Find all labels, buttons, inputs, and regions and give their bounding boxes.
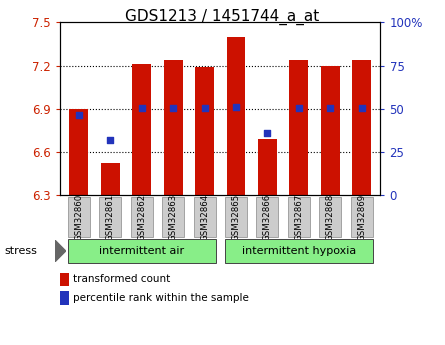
Bar — [101, 163, 120, 195]
FancyBboxPatch shape — [194, 197, 215, 237]
Bar — [321, 66, 340, 195]
Point — [138, 105, 146, 111]
Point — [264, 130, 271, 136]
Text: GSM32864: GSM32864 — [200, 194, 209, 241]
FancyBboxPatch shape — [288, 197, 310, 237]
Bar — [289, 60, 308, 195]
FancyBboxPatch shape — [351, 197, 372, 237]
FancyBboxPatch shape — [256, 197, 279, 237]
FancyBboxPatch shape — [99, 197, 121, 237]
Bar — [195, 67, 214, 195]
Text: stress: stress — [4, 246, 37, 256]
Text: intermittent hypoxia: intermittent hypoxia — [242, 246, 356, 256]
Point — [107, 138, 114, 143]
Bar — [164, 60, 182, 195]
Point — [75, 112, 82, 118]
Polygon shape — [55, 240, 66, 262]
FancyBboxPatch shape — [319, 197, 341, 237]
Bar — [352, 60, 371, 195]
Text: GDS1213 / 1451744_a_at: GDS1213 / 1451744_a_at — [125, 9, 320, 25]
Point — [327, 105, 334, 111]
Text: GSM32868: GSM32868 — [326, 194, 335, 241]
Text: GSM32860: GSM32860 — [74, 194, 83, 241]
Point — [232, 104, 239, 109]
Text: GSM32861: GSM32861 — [106, 194, 115, 241]
FancyBboxPatch shape — [225, 197, 247, 237]
Text: GSM32863: GSM32863 — [169, 194, 178, 241]
FancyBboxPatch shape — [68, 197, 90, 237]
Point — [295, 105, 302, 111]
FancyBboxPatch shape — [162, 197, 184, 237]
Bar — [60, 292, 69, 305]
FancyBboxPatch shape — [68, 239, 215, 263]
Bar — [258, 139, 277, 195]
Bar — [227, 37, 245, 195]
Text: percentile rank within the sample: percentile rank within the sample — [73, 293, 249, 303]
Bar — [60, 273, 69, 286]
FancyBboxPatch shape — [131, 197, 153, 237]
Text: GSM32865: GSM32865 — [231, 194, 240, 241]
Point — [358, 105, 365, 111]
Text: transformed count: transformed count — [73, 274, 170, 284]
Bar — [69, 109, 89, 195]
Text: intermittent air: intermittent air — [99, 246, 184, 256]
Text: GSM32862: GSM32862 — [137, 194, 146, 241]
Bar — [132, 64, 151, 195]
Text: GSM32867: GSM32867 — [294, 194, 303, 241]
FancyBboxPatch shape — [225, 239, 372, 263]
Text: GSM32869: GSM32869 — [357, 194, 366, 241]
Text: GSM32866: GSM32866 — [263, 194, 272, 241]
Point — [170, 105, 177, 111]
Point — [201, 105, 208, 111]
